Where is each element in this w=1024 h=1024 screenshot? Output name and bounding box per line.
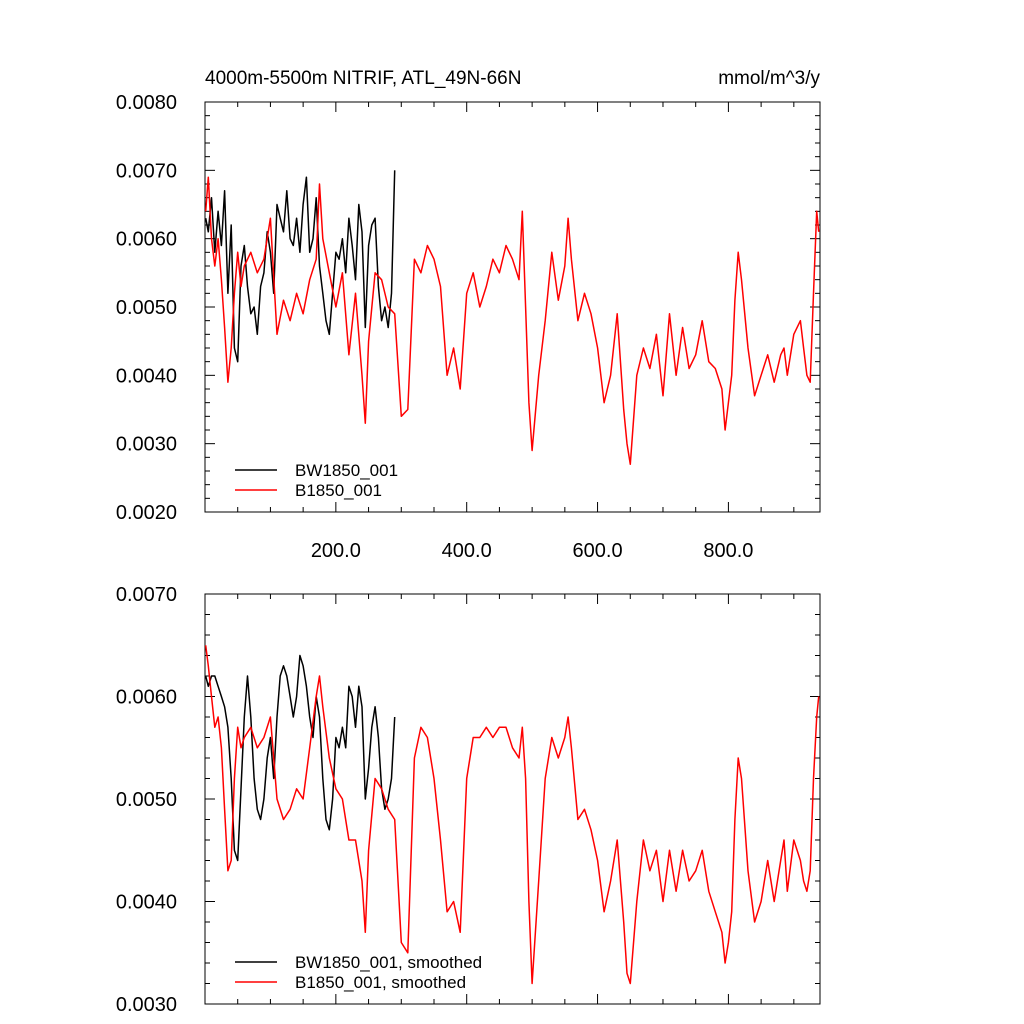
y-tick-label: 0.0060 (116, 229, 177, 251)
series-line-red (205, 176, 820, 465)
series-line-red (205, 645, 820, 985)
legend-label: BW1850_001 (295, 461, 398, 480)
top-panel-units: mmol/m^3/y (718, 68, 820, 89)
x-tick-label: 200.0 (311, 540, 361, 562)
top-panel-title: 4000m-5500m NITRIF, ATL_49N-66N (205, 68, 521, 89)
legend-label: BW1850_001, smoothed (295, 953, 482, 972)
y-tick-label: 0.0020 (116, 502, 177, 524)
y-tick-label: 0.0040 (116, 892, 177, 914)
y-tick-label: 0.0080 (116, 92, 177, 114)
legend-label: B1850_001 (295, 481, 382, 500)
x-tick-label: 400.0 (442, 540, 492, 562)
legend-label: B1850_001, smoothed (295, 973, 466, 992)
top-panel: 0.0020 0.0030 0.0040 0.0050 0.0060 0.0070 0.00… (116, 92, 821, 562)
series-line-black (205, 654, 396, 862)
y-tick-label: 0.0040 (116, 365, 177, 387)
bottom-panel: 0.0030 0.0040 0.0050 0.0060 0.0070 BW1850_001… (116, 584, 821, 1016)
y-tick-label: 0.0070 (116, 160, 177, 182)
y-tick-label: 0.0050 (116, 789, 177, 811)
y-tick-label: 0.0050 (116, 297, 177, 319)
x-tick-label: 600.0 (573, 540, 623, 562)
y-tick-label: 0.0060 (116, 687, 177, 709)
y-tick-label: 0.0030 (116, 994, 177, 1016)
y-tick-label: 0.0030 (116, 434, 177, 456)
y-tick-label: 0.0070 (116, 584, 177, 606)
x-tick-label: 800.0 (703, 540, 753, 562)
series-line-black (205, 170, 396, 363)
